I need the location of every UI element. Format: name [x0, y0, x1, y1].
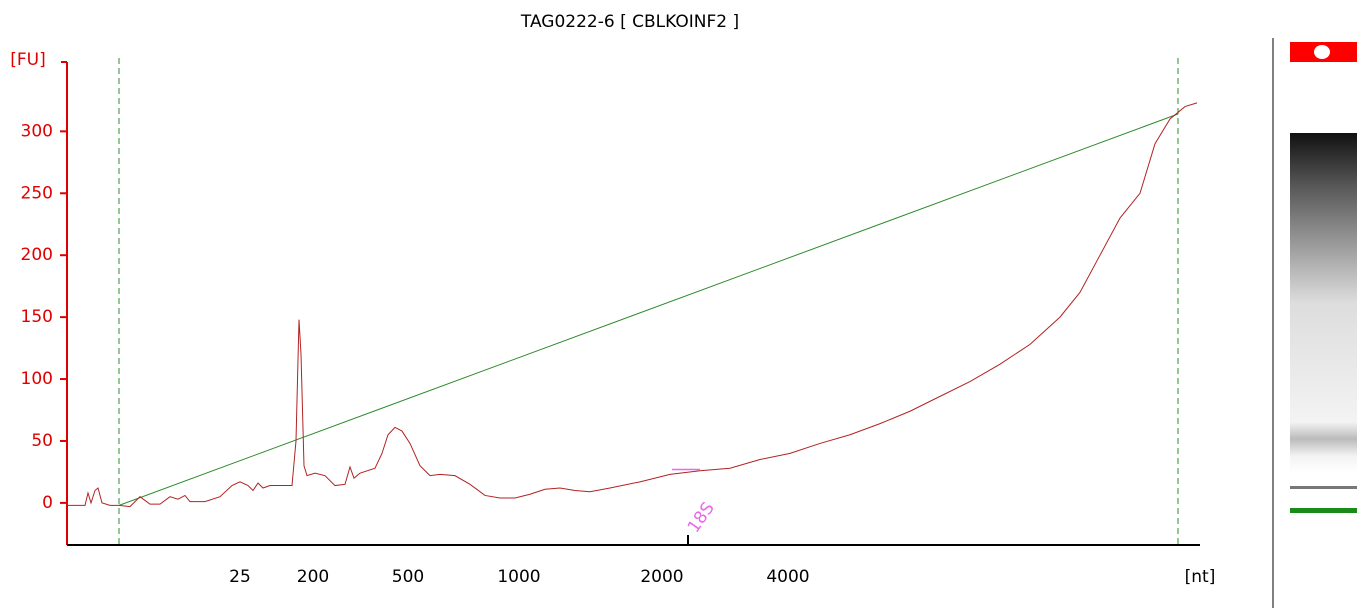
y-tick-label: 200	[21, 245, 53, 265]
y-tick-label: 150	[21, 307, 53, 327]
gel-lane	[1290, 42, 1357, 513]
marker-label: 18S	[684, 499, 719, 537]
y-tick-label: 300	[21, 121, 53, 141]
x-tick-label: 2000	[640, 567, 683, 587]
trace	[67, 102, 1198, 508]
x-axis-label: [nt]	[1185, 567, 1216, 587]
x-tick-label: 500	[392, 567, 424, 587]
y-axis-label: [FU]	[10, 50, 46, 70]
y-tick-label: 50	[31, 431, 53, 451]
x-tick-label: 4000	[766, 567, 809, 587]
y-tick-label: 0	[42, 493, 53, 513]
y-tick-label: 100	[21, 369, 53, 389]
baseline	[118, 113, 1179, 506]
y-tick-label: 250	[21, 183, 53, 203]
x-tick-label: 200	[297, 567, 329, 587]
chart-title: TAG0222-6 [ CBLKOINF2 ]	[520, 12, 739, 32]
x-tick-label: 25	[229, 567, 251, 587]
x-tick-label: 1000	[497, 567, 540, 587]
